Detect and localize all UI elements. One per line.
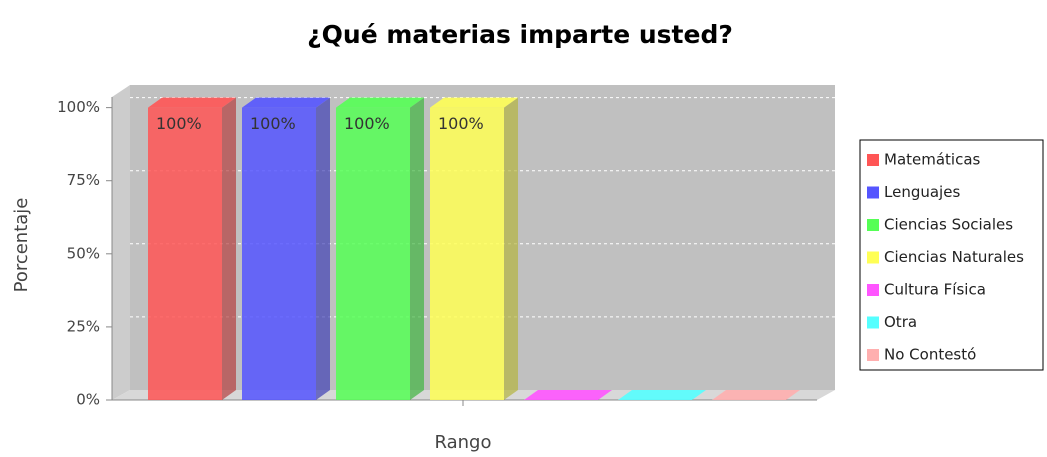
legend-swatch (867, 154, 879, 166)
legend-label: Ciencias Naturales (884, 248, 1024, 266)
bar-front (336, 107, 410, 400)
bar-side (222, 97, 236, 400)
legend-label: Ciencias Sociales (884, 216, 1013, 234)
legend-swatch (867, 349, 879, 361)
legend-swatch (867, 316, 879, 329)
data-label: 100% (438, 114, 484, 133)
legend-label: Lenguajes (884, 183, 960, 201)
legend-swatch (867, 251, 879, 264)
legend-label: Matemáticas (884, 151, 981, 169)
bar-top (242, 97, 330, 108)
data-label: 100% (344, 114, 390, 133)
bar-front (242, 107, 316, 400)
y-tick-label: 100% (57, 98, 100, 116)
bar-side-shade (222, 97, 236, 400)
left-wall (112, 85, 130, 400)
legend-label: No Contestó (884, 346, 976, 364)
bar-top (618, 390, 706, 400)
y-axis-label: Porcentaje (11, 198, 32, 293)
bar-side (410, 97, 424, 400)
legend-swatch (867, 186, 879, 199)
bar-top (148, 97, 236, 108)
legend-label: Cultura Física (884, 281, 986, 299)
bar-front (148, 107, 222, 400)
y-tick-label: 50% (67, 244, 100, 262)
y-tick-label: 0% (76, 391, 100, 409)
bar-front (430, 107, 504, 400)
chart-title: ¿Qué materias imparte usted? (307, 20, 733, 49)
bar-side (316, 97, 330, 400)
bar-top (524, 390, 612, 400)
x-axis-label: Rango (435, 432, 492, 453)
bar-side-shade (316, 97, 330, 400)
bar-top (336, 97, 424, 108)
data-label: 100% (156, 114, 202, 133)
legend (859, 139, 1044, 371)
legend-swatch (867, 284, 879, 296)
legend-swatch (867, 219, 879, 231)
bar-side-shade (504, 97, 518, 400)
bar-side-shade (410, 97, 424, 400)
y-tick-label: 25% (67, 317, 100, 335)
legend-label: Otra (884, 313, 917, 331)
bar-top (712, 390, 800, 400)
bar-side (504, 97, 518, 400)
bar-top (430, 97, 518, 108)
data-label: 100% (250, 114, 296, 133)
y-tick-label: 75% (67, 171, 100, 189)
